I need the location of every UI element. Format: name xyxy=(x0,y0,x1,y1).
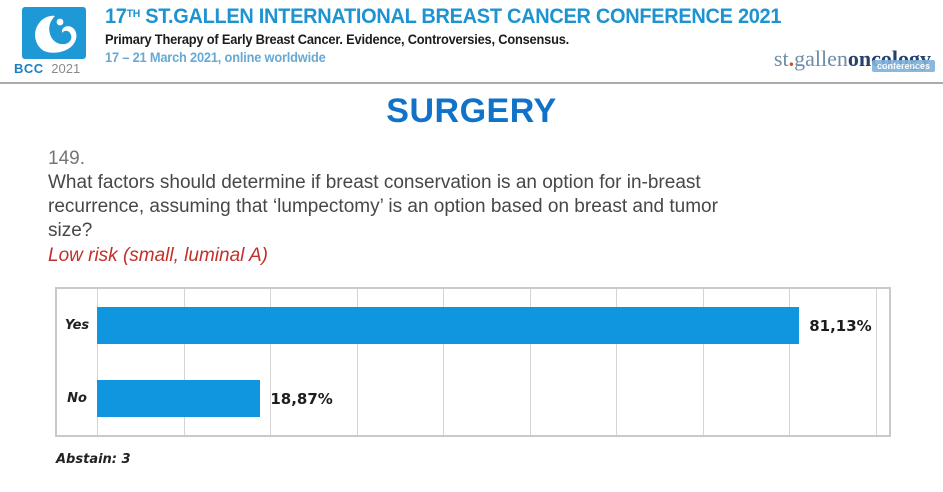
sg-st: st xyxy=(773,46,789,71)
conference-dates: 17 – 21 March 2021, online worldwide xyxy=(105,50,326,65)
sg-gallen: gallen xyxy=(794,46,848,71)
gridline xyxy=(443,289,445,435)
bcc-year: 2021 xyxy=(51,61,81,76)
bcc-logo-caption: BCC 2021 xyxy=(14,61,92,76)
bar-no xyxy=(97,380,261,417)
title-ordinal: TH xyxy=(126,8,141,20)
chart-gridlines xyxy=(97,289,889,435)
bar-value-label: 18,87% xyxy=(270,389,333,408)
conference-header: BCC 2021 17TH ST.GALLEN INTERNATIONAL BR… xyxy=(0,0,943,84)
bar-value-label: 81,13% xyxy=(809,316,872,335)
gridline xyxy=(702,289,704,435)
abstain-count: Abstain: 3 xyxy=(56,452,131,467)
chart-row: No 18,87% xyxy=(57,362,889,435)
title-number: 17 xyxy=(105,5,127,28)
question-block: 149. What factors should determine if br… xyxy=(48,147,768,268)
bar-track: 18,87% xyxy=(97,362,889,435)
gridline xyxy=(270,289,272,435)
title-text: ST.GALLEN INTERNATIONAL BREAST CANCER CO… xyxy=(140,5,782,28)
gridline xyxy=(183,289,185,435)
poll-results-chart: Yes 81,13% No 18,87% xyxy=(55,287,891,437)
bcc-logo-mark xyxy=(22,7,86,59)
bar-track: 81,13% xyxy=(97,289,889,362)
stgallen-oncology-logo: st.gallenoncology conferences xyxy=(773,46,935,72)
gridline xyxy=(789,289,791,435)
gridline xyxy=(529,289,531,435)
bcc-logo: BCC 2021 xyxy=(14,7,92,76)
question-number: 149. xyxy=(48,148,85,169)
drop-swoosh-icon xyxy=(35,15,77,53)
gridline xyxy=(876,289,878,435)
section-title: SURGERY xyxy=(386,92,557,130)
category-label: No xyxy=(67,391,87,406)
bcc-label: BCC xyxy=(14,61,44,76)
sg-conferences-badge: conferences xyxy=(871,60,935,72)
gridline xyxy=(616,289,618,435)
question-subgroup: Low risk (small, luminal A) xyxy=(48,245,268,266)
question-text: What factors should determine if breast … xyxy=(48,172,718,241)
sg-dot: . xyxy=(788,46,795,71)
gridline xyxy=(97,289,98,435)
sg-oncology: oncology conferences xyxy=(848,46,935,72)
chart-row: Yes 81,13% xyxy=(57,289,889,362)
conference-subtitle: Primary Therapy of Early Breast Cancer. … xyxy=(105,32,570,47)
gridline xyxy=(356,289,358,435)
bar-yes xyxy=(97,307,800,344)
category-label: Yes xyxy=(64,318,90,333)
chart-rows: Yes 81,13% No 18,87% xyxy=(57,289,889,435)
conference-title: 17TH ST.GALLEN INTERNATIONAL BREAST CANC… xyxy=(105,5,781,29)
conference-titles: 17TH ST.GALLEN INTERNATIONAL BREAST CANC… xyxy=(105,5,781,65)
